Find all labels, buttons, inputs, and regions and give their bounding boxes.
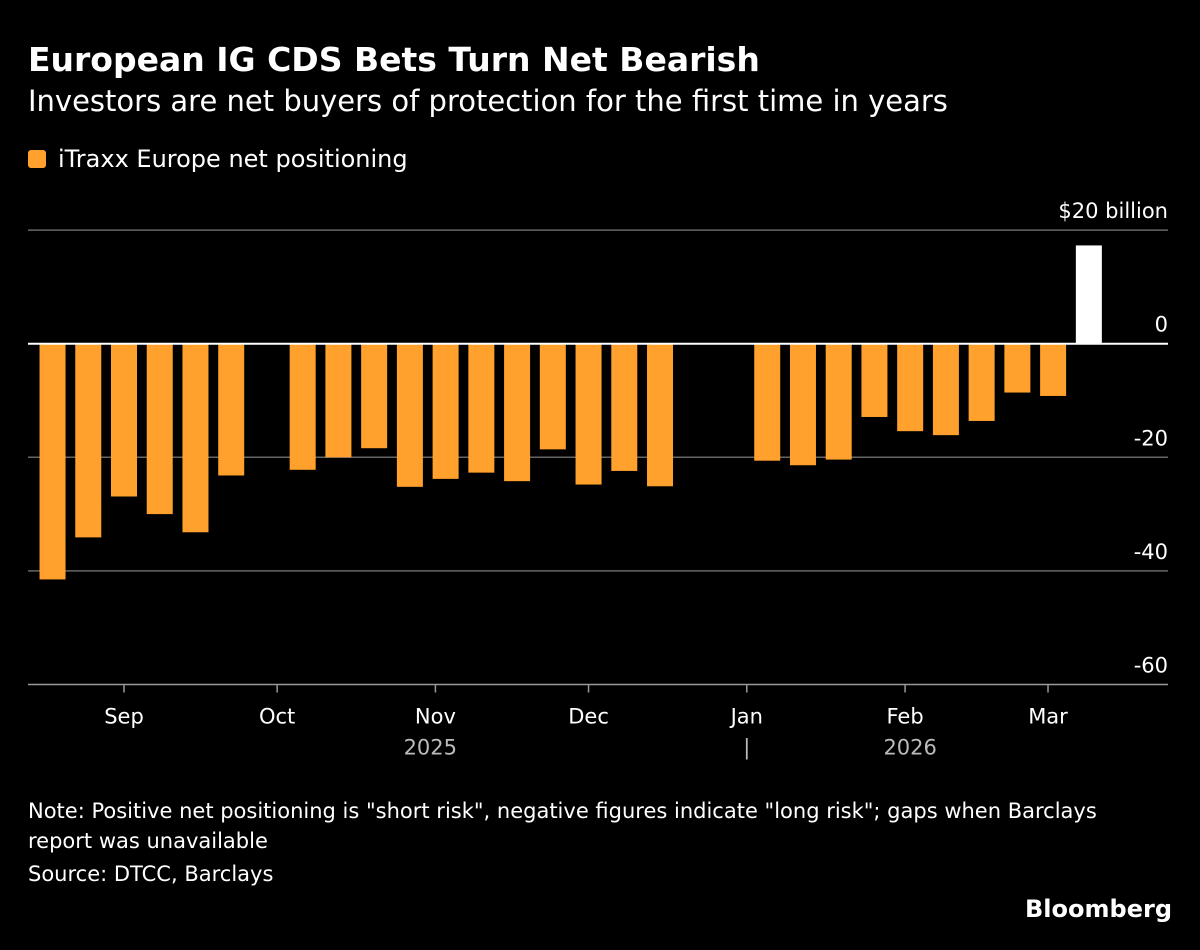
year-label: | xyxy=(743,736,750,761)
bar xyxy=(861,343,888,417)
bar xyxy=(789,343,816,466)
y-tick-label: -20 xyxy=(1134,426,1168,450)
bar xyxy=(396,343,423,487)
bar xyxy=(182,343,209,533)
bar xyxy=(432,343,459,479)
legend: iTraxx Europe net positioning xyxy=(28,145,408,173)
bloomberg-logo: Bloomberg xyxy=(1025,895,1172,923)
y-tick-label: -40 xyxy=(1134,540,1168,564)
chart-title: European IG CDS Bets Turn Net Bearish xyxy=(28,40,760,79)
bar xyxy=(39,343,66,580)
bar xyxy=(968,343,995,421)
x-tick-label: Nov xyxy=(415,705,456,729)
bar xyxy=(754,343,781,461)
bar xyxy=(289,343,316,470)
bar xyxy=(75,343,102,538)
y-tick-label: -60 xyxy=(1134,654,1168,678)
x-tick-label: Dec xyxy=(568,705,609,729)
bar xyxy=(575,343,602,485)
legend-swatch xyxy=(28,150,46,168)
bar xyxy=(468,343,495,473)
bar xyxy=(932,343,959,436)
y-tick-label: 0 xyxy=(1155,313,1168,337)
bar xyxy=(1075,245,1102,344)
year-label: 2026 xyxy=(883,736,936,760)
bar xyxy=(897,343,924,432)
bar xyxy=(539,343,566,450)
bar xyxy=(325,343,352,458)
bar xyxy=(504,343,531,482)
chart-subtitle: Investors are net buyers of protection f… xyxy=(28,84,948,118)
bar xyxy=(1040,343,1067,396)
x-tick-label: Sep xyxy=(104,705,144,729)
x-tick-label: Jan xyxy=(729,705,763,729)
bar xyxy=(146,343,173,515)
bar xyxy=(218,343,245,476)
chart-source: Source: DTCC, Barclays xyxy=(28,862,274,886)
x-tick-label: Oct xyxy=(259,705,295,729)
bar-chart: $20 billion 0 -20 -40 -60 Sep Oct Nov Dec Jan Feb M… xyxy=(28,199,1168,761)
year-label: 2025 xyxy=(404,736,457,760)
bar xyxy=(611,343,638,471)
chart-note: Note: Positive net positioning is "short… xyxy=(28,799,1097,853)
x-tick-label: Feb xyxy=(886,705,923,729)
x-tick-label: Mar xyxy=(1028,705,1068,729)
y-tick-label: $20 billion xyxy=(1058,199,1168,223)
bar xyxy=(111,343,137,497)
bar xyxy=(825,343,852,460)
bar xyxy=(647,343,674,487)
legend-label: iTraxx Europe net positioning xyxy=(58,145,408,173)
bar xyxy=(361,343,388,449)
bar xyxy=(1004,343,1031,393)
